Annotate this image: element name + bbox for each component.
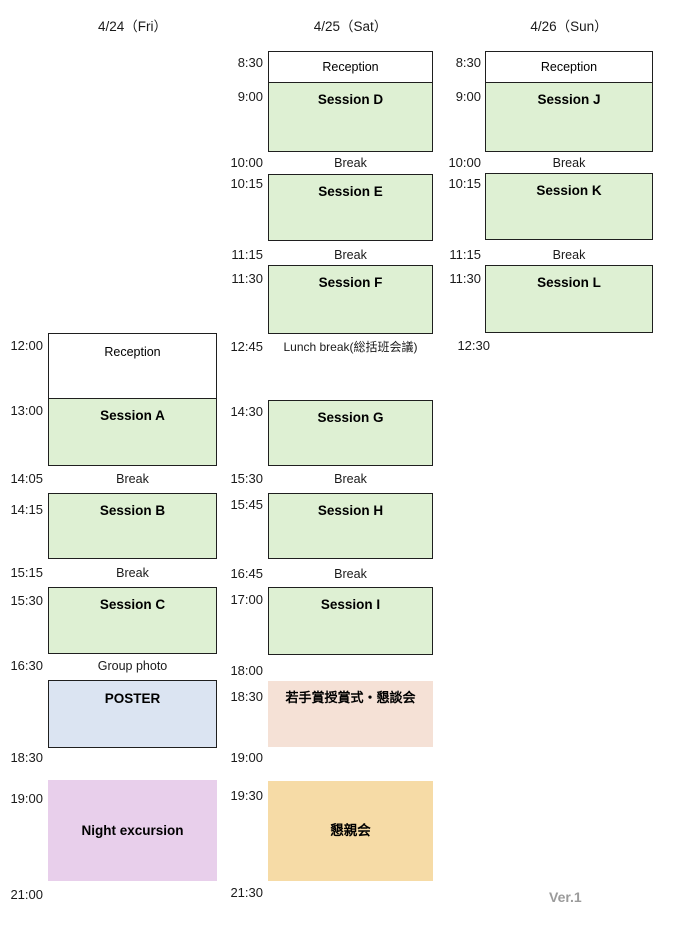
time-label: 11:15 (231, 247, 263, 262)
time-label: 19:00 (10, 791, 43, 806)
time-label: 15:15 (10, 565, 43, 580)
event-session-h: Session H (268, 493, 433, 559)
break-label: Break (334, 156, 367, 170)
group-photo-label: Group photo (97, 659, 168, 673)
time-label: 12:00 (10, 338, 43, 353)
day-header-sun: 4/26（Sun） (530, 19, 608, 34)
time-label: 12:45 (230, 339, 263, 354)
time-label: 15:30 (10, 593, 43, 608)
break-label: Break (116, 566, 149, 580)
event-session-b: Session B (48, 493, 217, 559)
break-label: Break (334, 472, 367, 486)
event-session-i: Session I (268, 587, 433, 655)
break-label: Break (334, 567, 367, 581)
event-reception-sun: Reception (485, 51, 653, 83)
event-session-g: Session G (268, 400, 433, 466)
event-reception-fri: Reception (48, 333, 217, 399)
event-session-a: Session A (48, 397, 217, 466)
time-label: 11:30 (231, 271, 263, 286)
break-label: Break (116, 472, 149, 486)
time-label: 18:30 (230, 689, 263, 704)
time-label: 8:30 (237, 55, 263, 70)
day-header-fri: 4/24（Fri） (97, 19, 168, 34)
event-night-excursion: Night excursion (48, 780, 217, 881)
time-label: 13:00 (10, 403, 43, 418)
time-label: 17:00 (230, 592, 263, 607)
time-label: 14:30 (230, 404, 263, 419)
event-reception-sat: Reception (268, 51, 433, 83)
time-label: 9:00 (237, 89, 263, 104)
event-poster: POSTER (48, 680, 217, 748)
time-label: 12:30 (457, 338, 490, 353)
lunch-break-label: Lunch break(総括班会議) (283, 340, 418, 354)
time-label: 11:30 (449, 271, 481, 286)
time-label: 11:15 (449, 247, 481, 262)
time-label: 21:30 (230, 885, 263, 900)
time-label: 14:05 (10, 471, 43, 486)
time-label: 15:45 (230, 497, 263, 512)
time-label: 10:00 (448, 155, 481, 170)
time-label: 19:00 (230, 750, 263, 765)
time-label: 19:30 (230, 788, 263, 803)
time-label: 18:30 (10, 750, 43, 765)
event-session-d: Session D (268, 81, 433, 152)
event-session-j: Session J (485, 81, 653, 152)
event-session-f: Session F (268, 265, 433, 334)
time-label: 8:30 (455, 55, 481, 70)
time-label: 15:30 (230, 471, 263, 486)
event-session-c: Session C (48, 587, 217, 654)
event-award-ceremony: 若手賞授賞式・懇談会 (268, 681, 433, 747)
break-label: Break (334, 248, 367, 262)
time-label: 18:00 (230, 663, 263, 678)
time-label: 16:30 (10, 658, 43, 673)
event-session-l: Session L (485, 265, 653, 333)
version-label: Ver.1 (549, 889, 582, 905)
day-header-sat: 4/25（Sat） (313, 19, 388, 34)
break-label: Break (552, 248, 586, 262)
event-banquet: 懇親会 (268, 781, 433, 881)
time-label: 10:15 (448, 176, 481, 191)
time-label: 21:00 (10, 887, 43, 902)
time-label: 9:00 (455, 89, 481, 104)
event-session-k: Session K (485, 173, 653, 240)
time-label: 10:00 (230, 155, 263, 170)
time-label: 14:15 (10, 502, 43, 517)
break-label: Break (552, 156, 586, 170)
time-label: 10:15 (230, 176, 263, 191)
time-label: 16:45 (230, 566, 263, 581)
event-session-e: Session E (268, 174, 433, 241)
